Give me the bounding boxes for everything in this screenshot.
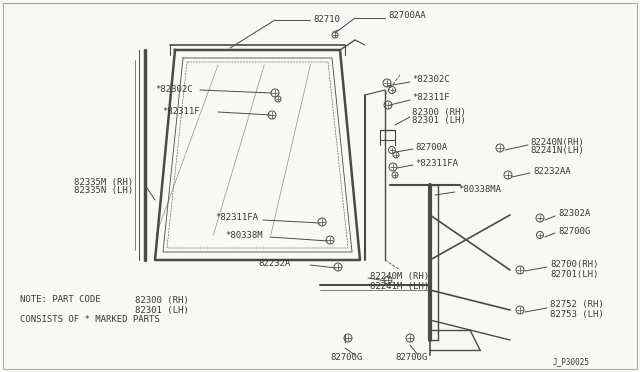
Text: *80338M: *80338M <box>225 231 262 240</box>
Text: 82241N(LH): 82241N(LH) <box>530 147 584 155</box>
Text: *82311FA: *82311FA <box>215 214 258 222</box>
Text: 82335N (LH): 82335N (LH) <box>74 186 133 196</box>
Text: 82701(LH): 82701(LH) <box>550 269 598 279</box>
Text: 82700G: 82700G <box>558 227 590 235</box>
Text: 82753 (LH): 82753 (LH) <box>550 310 604 318</box>
Text: 82700G: 82700G <box>395 353 428 362</box>
Text: *82311FA: *82311FA <box>415 158 458 167</box>
Text: 82302A: 82302A <box>558 208 590 218</box>
Text: NOTE: PART CODE: NOTE: PART CODE <box>20 295 100 305</box>
Text: *82311F: *82311F <box>162 108 200 116</box>
Text: *80338MA: *80338MA <box>458 186 501 195</box>
Text: 82700G: 82700G <box>330 353 362 362</box>
Text: 82240M (RH): 82240M (RH) <box>370 273 429 282</box>
Text: 82232A: 82232A <box>258 259 291 267</box>
Text: 82700A: 82700A <box>415 144 447 153</box>
Text: 82752 (RH): 82752 (RH) <box>550 301 604 310</box>
Text: 82301 (LH): 82301 (LH) <box>412 116 466 125</box>
Text: *82302C: *82302C <box>155 84 193 93</box>
Text: CONSISTS OF * MARKED PARTS: CONSISTS OF * MARKED PARTS <box>20 315 160 324</box>
Text: *82311F: *82311F <box>412 93 450 102</box>
Text: 82700AA: 82700AA <box>388 12 426 20</box>
Text: 82301 (LH): 82301 (LH) <box>135 305 189 314</box>
Text: 82710: 82710 <box>313 15 340 23</box>
Text: 82241M (LH): 82241M (LH) <box>370 282 429 291</box>
Text: J_P30025: J_P30025 <box>553 357 590 366</box>
Text: 82232AA: 82232AA <box>533 167 571 176</box>
Text: 82240N(RH): 82240N(RH) <box>530 138 584 147</box>
Text: *82302C: *82302C <box>412 76 450 84</box>
Text: 82335M (RH): 82335M (RH) <box>74 177 133 186</box>
Text: 82700(RH): 82700(RH) <box>550 260 598 269</box>
Text: 82300 (RH): 82300 (RH) <box>135 295 189 305</box>
Text: 82300 (RH): 82300 (RH) <box>412 109 466 118</box>
